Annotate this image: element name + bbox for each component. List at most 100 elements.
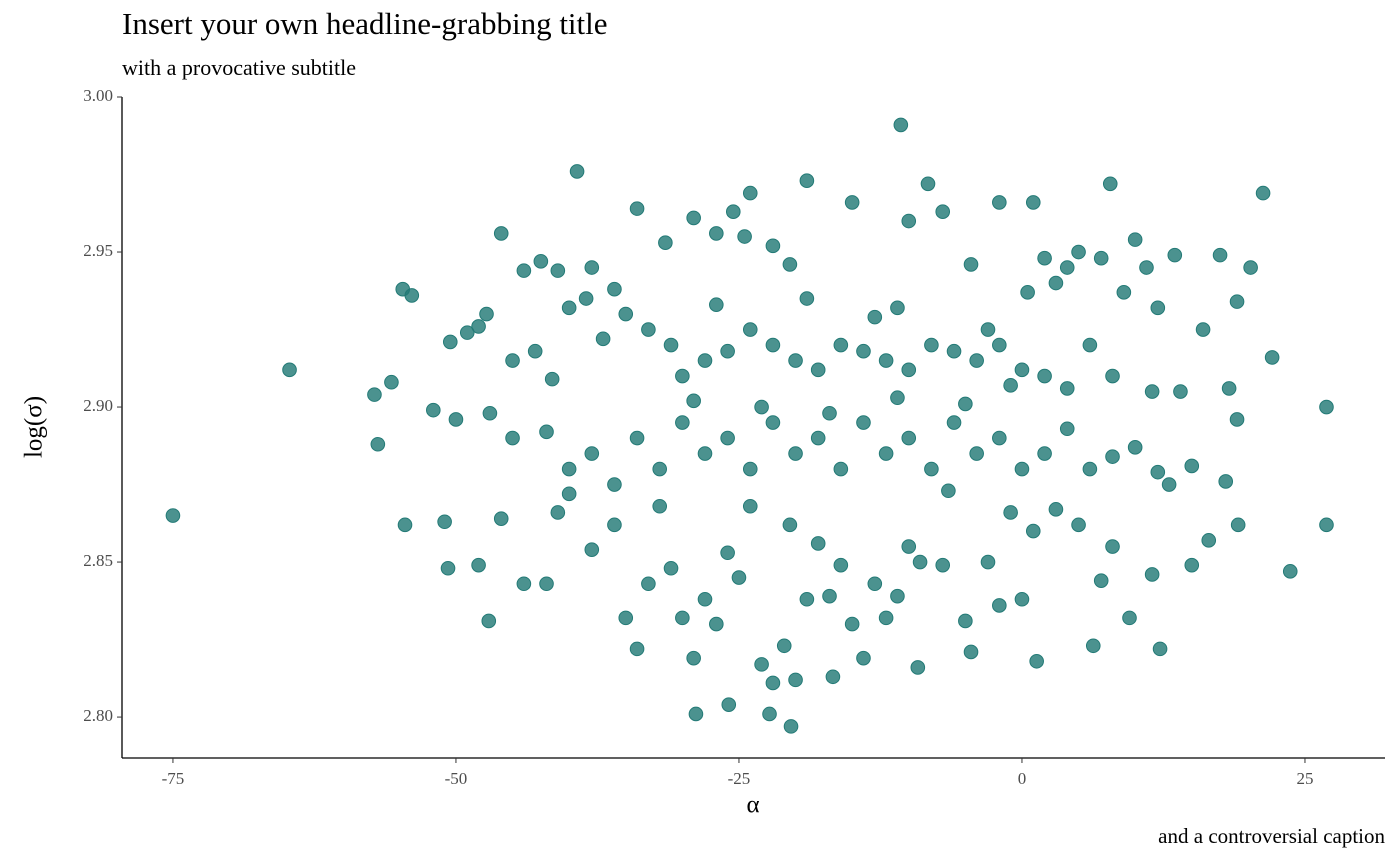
point (776, 638, 792, 654)
point (762, 706, 777, 722)
point (810, 536, 826, 551)
point (782, 257, 798, 272)
x-tick-label: -75 (162, 769, 185, 788)
point (1082, 337, 1098, 353)
point (709, 226, 724, 241)
point (493, 226, 509, 241)
point (1014, 362, 1030, 378)
point (607, 281, 622, 297)
point (561, 461, 577, 477)
y-tick-label: 2.85 (83, 551, 113, 570)
point (890, 300, 905, 316)
point (1255, 185, 1271, 201)
point (920, 176, 936, 192)
point (890, 588, 905, 604)
point (893, 117, 909, 133)
point (878, 610, 894, 626)
point (1122, 610, 1137, 626)
point (1102, 176, 1118, 192)
point (1144, 567, 1160, 582)
point (1037, 446, 1052, 461)
point (629, 641, 645, 657)
point (459, 325, 475, 340)
point (1218, 474, 1234, 489)
point (675, 610, 690, 626)
point (1025, 195, 1041, 210)
point (652, 498, 668, 514)
point (516, 576, 532, 592)
point (720, 545, 735, 561)
point (481, 613, 497, 629)
point (1229, 294, 1245, 309)
point (1201, 533, 1217, 548)
point (901, 430, 917, 446)
point (584, 542, 600, 557)
point (788, 353, 803, 368)
point (1105, 368, 1120, 384)
point (697, 591, 713, 607)
point (1003, 378, 1018, 393)
point (1173, 384, 1188, 399)
point (1212, 247, 1228, 263)
point (901, 362, 917, 378)
chart-caption: and a controversial caption (1158, 824, 1385, 848)
point (471, 557, 486, 573)
point (1003, 505, 1018, 520)
point (1229, 412, 1245, 427)
point (1282, 564, 1298, 579)
point (912, 554, 928, 570)
point (1093, 573, 1109, 588)
point (1105, 449, 1120, 464)
point (788, 446, 803, 461)
point (946, 343, 962, 359)
point (833, 557, 849, 573)
point (782, 517, 798, 533)
point (1161, 477, 1177, 492)
point (397, 517, 413, 533)
point (607, 517, 622, 533)
point (1025, 523, 1041, 539)
point (924, 461, 939, 477)
point (1139, 260, 1154, 275)
point (1014, 461, 1030, 477)
point (641, 322, 656, 337)
point (765, 238, 781, 254)
point (935, 557, 951, 573)
point (675, 415, 690, 430)
point (505, 353, 520, 368)
x-tick-label: 0 (1018, 769, 1027, 788)
point (675, 368, 690, 384)
point (1037, 368, 1052, 384)
point (578, 291, 594, 306)
point (697, 353, 713, 368)
point (561, 486, 577, 502)
point (856, 650, 871, 666)
point (1059, 260, 1075, 275)
point (1037, 250, 1052, 266)
point (946, 415, 962, 430)
point (404, 288, 420, 303)
point (618, 306, 634, 322)
point (799, 591, 815, 607)
point (844, 195, 860, 210)
point (1230, 517, 1246, 533)
point (788, 672, 803, 688)
point (1184, 458, 1200, 474)
point (765, 675, 781, 691)
point (878, 353, 894, 368)
point (658, 235, 673, 251)
point (1014, 591, 1030, 607)
point (1059, 421, 1075, 437)
point (856, 415, 871, 430)
point (737, 229, 752, 244)
point (1082, 461, 1098, 477)
x-axis-label: α (746, 792, 759, 819)
point (618, 610, 634, 626)
point (867, 309, 883, 325)
point (731, 570, 747, 585)
point (754, 399, 769, 415)
point (1144, 384, 1160, 399)
point (1150, 464, 1166, 480)
point (963, 644, 979, 660)
point (482, 405, 498, 421)
